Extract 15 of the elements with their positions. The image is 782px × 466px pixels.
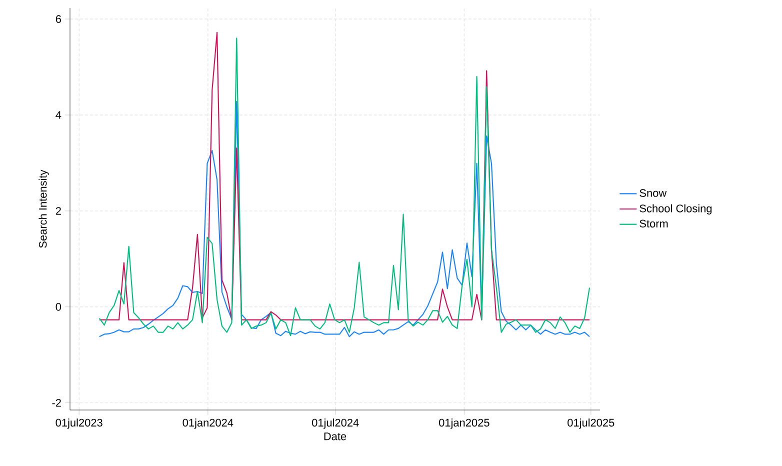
x-tick-label: 01jan2025 [439, 418, 490, 429]
legend-label: Snow [640, 189, 667, 197]
y-axis-title: Search Intensity [38, 170, 49, 248]
legend-label: School Closing [640, 204, 712, 214]
y-tick-label: 6 [56, 15, 61, 23]
x-tick-label: 01jul2024 [312, 418, 359, 429]
y-tick-label: 4 [56, 111, 62, 119]
x-tick-label: 01jul2023 [56, 418, 102, 429]
y-tick-label: 2 [56, 207, 61, 215]
y-tick-label: 0 [56, 302, 62, 311]
x-tick-label: 01jul2025 [568, 418, 614, 429]
x-tick-label: 01jan2024 [182, 418, 234, 429]
legend-label: Storm [640, 220, 668, 228]
x-axis-title: Date [324, 432, 346, 440]
y-tick-label: -2 [52, 398, 61, 407]
